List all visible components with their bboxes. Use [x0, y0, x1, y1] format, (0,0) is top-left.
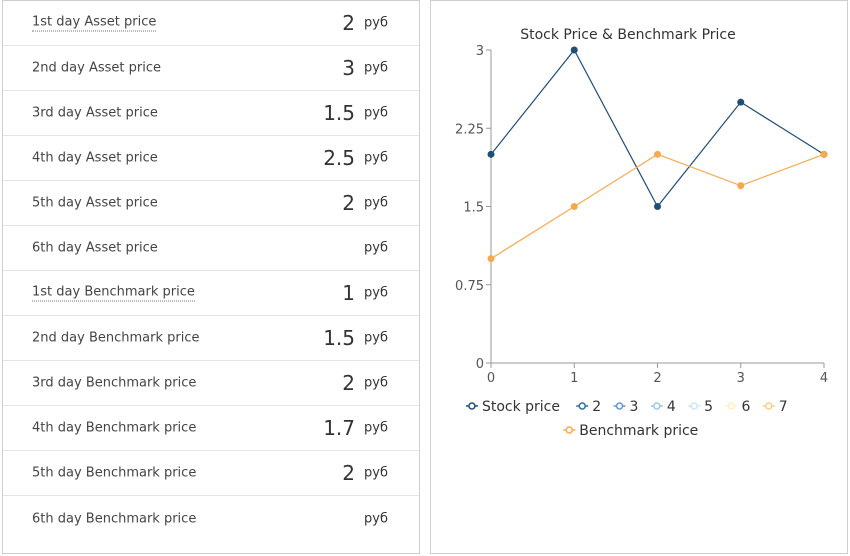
- price-row-label: 3rd day Asset price: [32, 105, 158, 121]
- x-tick-label: 0: [487, 371, 495, 386]
- data-point[interactable]: [570, 203, 578, 210]
- price-row: 6th day Asset price руб: [3, 226, 419, 271]
- data-point[interactable]: [654, 203, 661, 210]
- price-row: 4th day Benchmark price 1.7 руб: [3, 406, 419, 451]
- inputs-panel: 1st day Asset price 2 руб 2nd day Asset pri…: [2, 0, 420, 554]
- legend-label: 3: [630, 399, 639, 415]
- legend-dot-marker: [578, 402, 586, 410]
- price-value-input[interactable]: 2.5: [323, 146, 355, 170]
- y-tick-label: 3: [476, 44, 484, 59]
- legend-item[interactable]: 4: [650, 399, 676, 415]
- line-chart: Stock Price & Benchmark Price 0 0.75 1.5 2.…: [455, 27, 828, 439]
- price-row-label: 4th day Asset price: [32, 150, 158, 166]
- price-value-input[interactable]: 2: [342, 371, 355, 395]
- price-row: 1st day Benchmark price 1 руб: [3, 271, 419, 316]
- price-row-label: 6th day Benchmark price: [32, 511, 197, 526]
- price-value-input[interactable]: 2: [342, 191, 355, 215]
- y-tick-label: 0: [476, 357, 484, 372]
- price-row: 3rd day Benchmark price 2 руб: [3, 361, 419, 406]
- legend-item[interactable]: 6: [725, 399, 750, 415]
- legend-dot-marker: [565, 426, 573, 434]
- price-value-input[interactable]: 3: [342, 56, 355, 80]
- chart-panel: Stock Price & Benchmark Price 0 0.75 1.5 2.…: [430, 0, 848, 554]
- price-row-label[interactable]: 1st day Asset price: [32, 14, 157, 32]
- x-tick-label: 2: [653, 371, 661, 386]
- currency-unit: руб: [364, 285, 388, 301]
- price-value-input[interactable]: 2: [342, 461, 355, 485]
- price-row: 5th day Benchmark price 2 руб: [3, 451, 419, 496]
- data-point[interactable]: [737, 182, 745, 190]
- price-row-label: 6th day Asset price: [32, 240, 158, 256]
- y-tick-label: 0.75: [455, 279, 484, 294]
- price-value-input[interactable]: 1.5: [323, 326, 355, 350]
- currency-unit: руб: [364, 60, 388, 76]
- legend-dot-marker: [468, 402, 476, 410]
- legend-item[interactable]: Stock price: [465, 399, 560, 415]
- legend-item[interactable]: 3: [613, 399, 639, 415]
- legend-dot-marker: [690, 402, 698, 410]
- price-row: 1st day Asset price 2 руб: [3, 1, 419, 46]
- price-value-input[interactable]: 1.7: [323, 416, 355, 440]
- price-row: 5th day Asset price 2 руб: [3, 181, 419, 226]
- price-row-label: 3rd day Benchmark price: [32, 375, 197, 391]
- x-tick-label: 4: [820, 371, 828, 386]
- legend-dot-marker: [765, 402, 773, 410]
- legend-item[interactable]: 5: [688, 399, 713, 415]
- currency-unit: руб: [364, 105, 388, 121]
- currency-unit: руб: [364, 375, 388, 391]
- data-point[interactable]: [737, 98, 745, 106]
- currency-unit: руб: [364, 240, 388, 256]
- legend-label: 2: [592, 399, 601, 415]
- chart-series: [487, 46, 828, 263]
- price-value-input[interactable]: 2: [342, 11, 355, 35]
- currency-unit: руб: [364, 195, 388, 211]
- price-row: 4th day Asset price 2.5 руб: [3, 136, 419, 181]
- legend-label: 5: [704, 399, 713, 415]
- price-row: 3rd day Asset price 1.5 руб: [3, 91, 419, 136]
- legend-item[interactable]: Benchmark price: [563, 423, 698, 439]
- series-line: [490, 48, 825, 208]
- legend-label: 6: [741, 399, 750, 415]
- price-row-label: 2nd day Asset price: [32, 60, 161, 76]
- legend-item[interactable]: 7: [762, 399, 788, 415]
- legend-dot-marker: [727, 402, 736, 410]
- price-value-input[interactable]: 1: [342, 281, 355, 305]
- y-tick-label: 1.5: [463, 201, 484, 216]
- currency-unit: руб: [364, 420, 388, 436]
- price-row: 2nd day Asset price 3 руб: [3, 46, 419, 91]
- legend-item[interactable]: 2: [576, 399, 601, 415]
- price-row-label[interactable]: 1st day Benchmark price: [32, 284, 195, 302]
- legend-label: 7: [779, 399, 788, 415]
- data-point[interactable]: [570, 46, 578, 54]
- data-point[interactable]: [654, 150, 661, 158]
- currency-unit: руб: [364, 330, 388, 346]
- price-value-input[interactable]: 1.5: [323, 101, 355, 125]
- currency-unit: руб: [364, 15, 388, 31]
- legend-label: Stock price: [482, 399, 560, 415]
- currency-unit: руб: [364, 465, 388, 481]
- x-tick-label: 1: [570, 371, 578, 386]
- price-row-label: 5th day Asset price: [32, 195, 158, 211]
- legend-dot-marker: [653, 402, 661, 410]
- price-row: 2nd day Benchmark price 1.5 руб: [3, 316, 419, 361]
- price-row-label: 5th day Benchmark price: [32, 465, 197, 481]
- data-point[interactable]: [820, 150, 828, 158]
- legend-label: 4: [667, 399, 676, 415]
- data-point[interactable]: [487, 255, 495, 263]
- currency-unit: руб: [364, 150, 388, 166]
- chart-title: Stock Price & Benchmark Price: [520, 27, 736, 43]
- chart-legend: Stock price 2 3 4 5 6 7 Benchmark price: [465, 399, 788, 439]
- x-tick-label: 3: [737, 371, 745, 386]
- currency-unit: руб: [364, 511, 388, 526]
- price-row-label: 4th day Benchmark price: [32, 420, 197, 436]
- legend-label: Benchmark price: [579, 423, 698, 439]
- price-row: 6th day Benchmark price руб: [3, 496, 419, 541]
- data-point[interactable]: [487, 150, 495, 158]
- price-row-label: 2nd day Benchmark price: [32, 330, 200, 346]
- chart-axes: 0 0.75 1.5 2.25 3 0 1 2 3 4: [455, 44, 828, 386]
- legend-dot-marker: [615, 402, 624, 410]
- y-tick-label: 2.25: [455, 122, 484, 137]
